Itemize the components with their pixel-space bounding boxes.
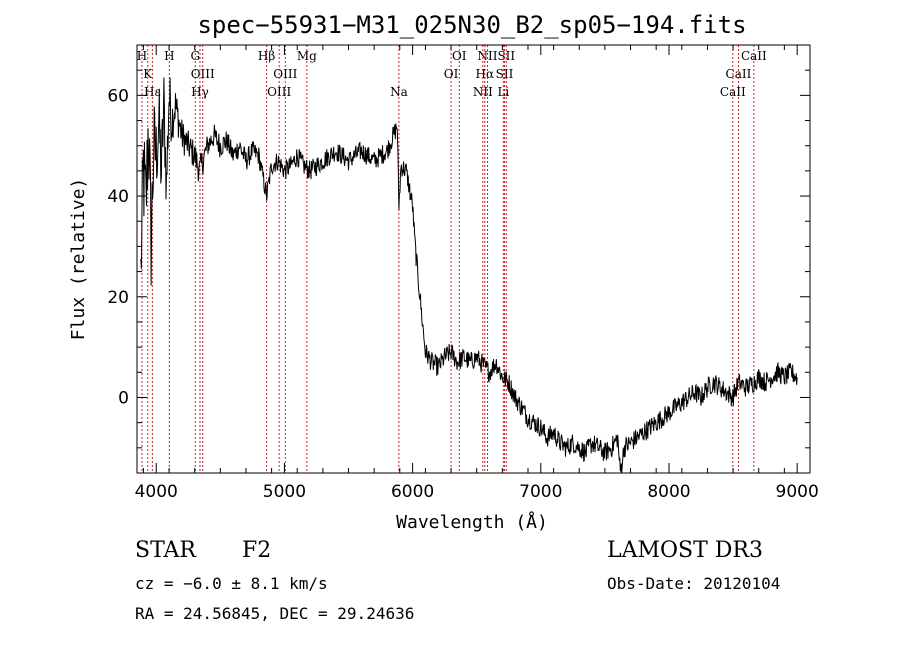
x-axis-label: Wavelength (Å) [396, 511, 548, 533]
axis-tick-layer: 4000 5000 6000 7000 8000 9000 0 20 40 60 [107, 44, 819, 502]
line-marker-label: H [164, 49, 174, 63]
line-marker-label: OIII [273, 67, 297, 81]
line-marker-label: OIII [191, 67, 215, 81]
y-axis-label: Flux (relative) [68, 178, 89, 341]
x-tick-label: 6000 [391, 482, 434, 502]
line-marker-label: G [191, 49, 201, 63]
line-marker-label: SII [497, 49, 515, 63]
line-marker-label: OI [452, 49, 467, 63]
x-tick-label: 7000 [519, 482, 562, 502]
line-marker-label: Na [390, 85, 408, 99]
line-marker-label: K [143, 67, 153, 81]
object-subclass: F2 [242, 538, 272, 563]
line-marker-label: CaII [741, 49, 767, 63]
object-class: STAR [135, 538, 196, 563]
x-tick-label: 5000 [263, 482, 306, 502]
x-tick-label: 4000 [135, 482, 178, 502]
y-tick-label: 0 [118, 388, 129, 408]
line-marker-label: NII [473, 85, 493, 99]
x-tick-label: 9000 [776, 482, 819, 502]
line-marker-label: Hα [475, 67, 494, 81]
line-marker-label: H [137, 49, 147, 63]
sky-coordinates: RA = 24.56845, DEC = 29.24636 [135, 604, 415, 623]
survey-name: LAMOST DR3 [607, 538, 763, 563]
line-marker-label: Hβ [258, 49, 275, 63]
line-marker-label: Li [497, 85, 509, 99]
spectrum-line [140, 77, 798, 473]
redshift-velocity: cz = −6.0 ± 8.1 km/s [135, 574, 328, 593]
plot-frame [136, 44, 811, 474]
line-marker-label: Hγ [191, 85, 209, 99]
line-marker-label: OI [444, 67, 459, 81]
line-marker-label: SII [496, 67, 514, 81]
line-marker-label: NII [477, 49, 497, 63]
line-marker-label: Hε [144, 85, 161, 99]
line-marker-label: CaII [720, 85, 746, 99]
line-marker-label: OIII [267, 85, 291, 99]
chart-title: spec−55931−M31_025N30_B2_sp05−194.fits [197, 11, 746, 39]
y-tick-label: 40 [107, 187, 129, 207]
line-marker-label: CaII [726, 67, 752, 81]
line-marker-label: Mg [297, 49, 317, 63]
y-tick-label: 20 [107, 288, 129, 308]
spectrum-line-layer [140, 77, 798, 473]
y-tick-label: 60 [107, 86, 129, 106]
observation-date: Obs-Date: 20120104 [607, 574, 781, 593]
x-tick-label: 8000 [647, 482, 690, 502]
